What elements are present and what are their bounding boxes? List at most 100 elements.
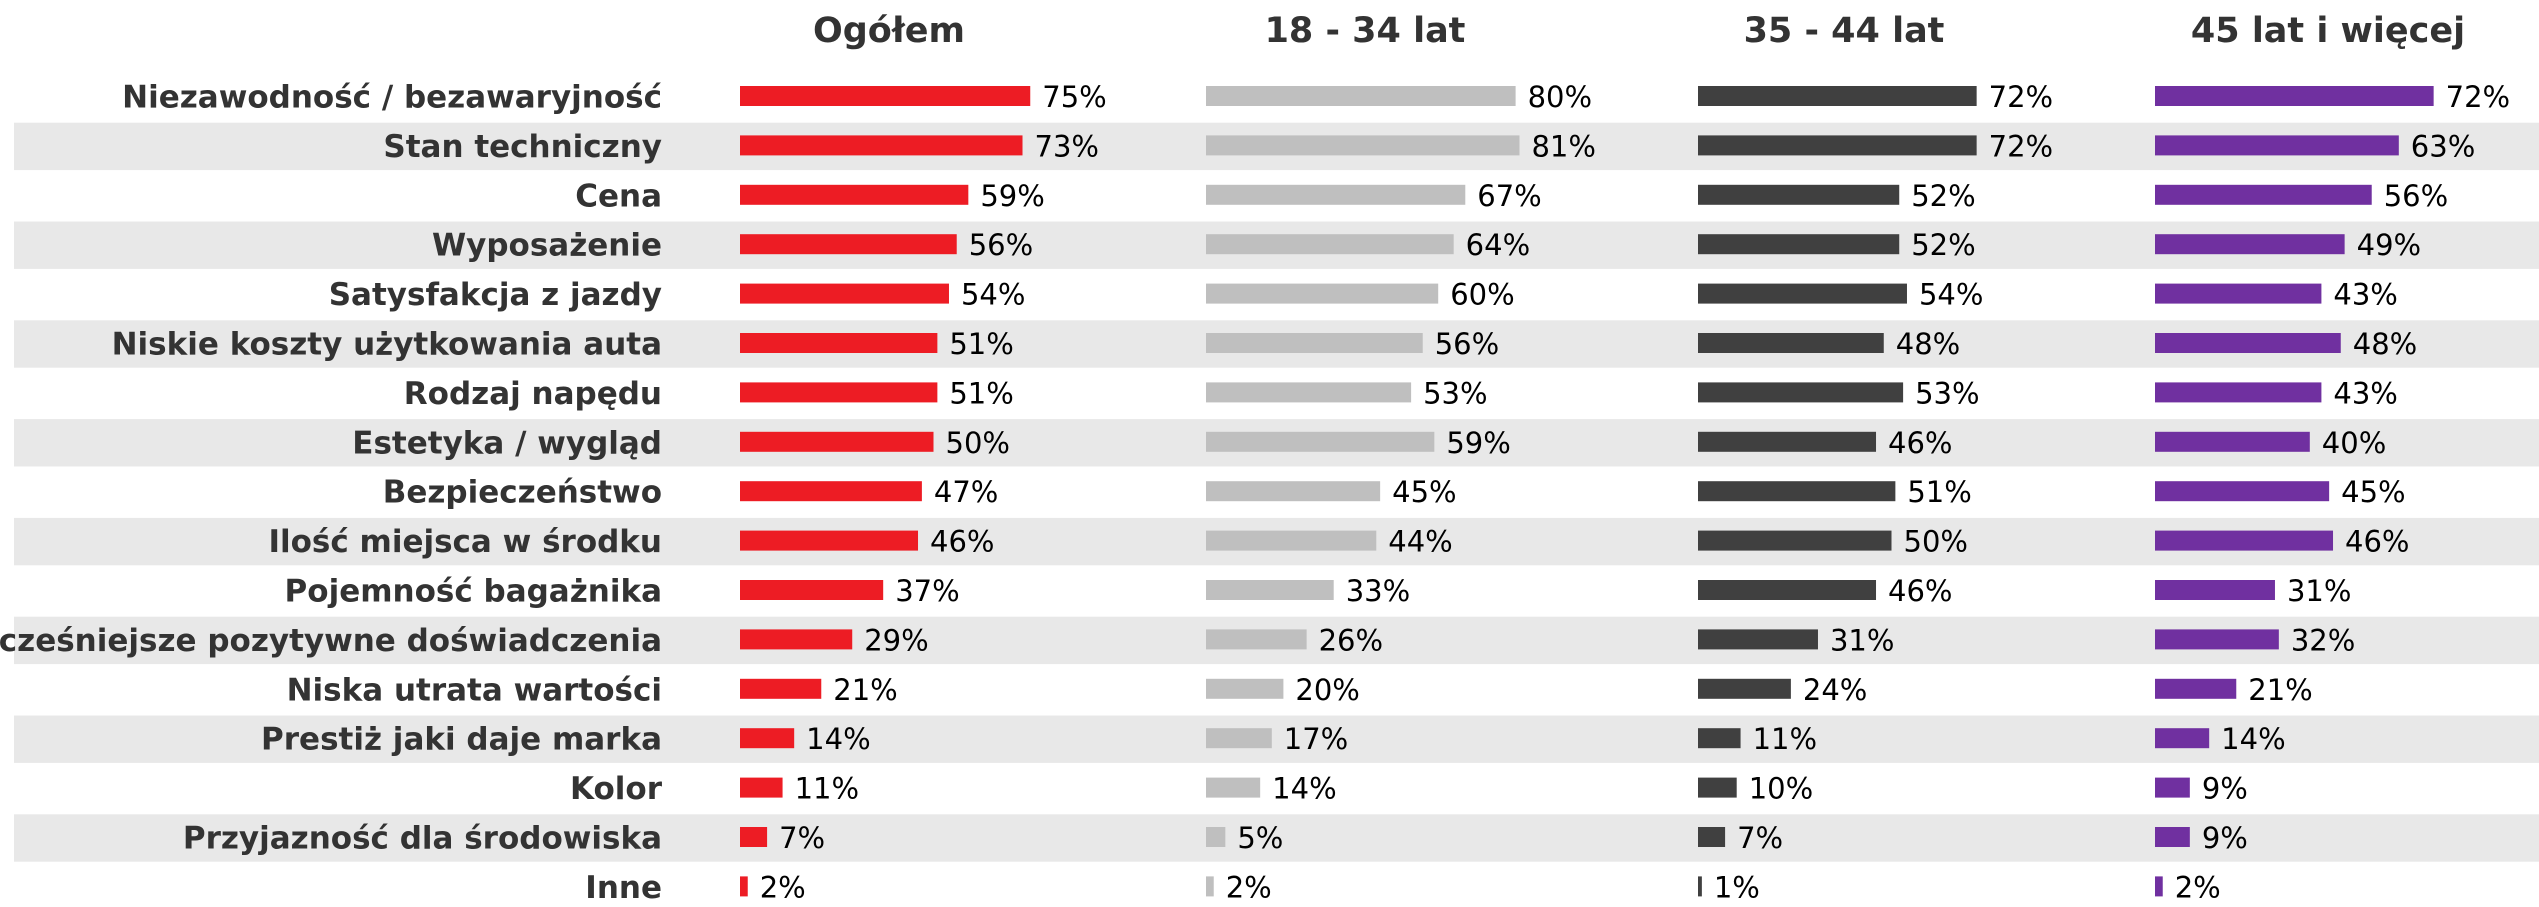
value-label: 21% bbox=[833, 673, 897, 707]
bar bbox=[740, 184, 969, 205]
value-label: 2% bbox=[1226, 870, 1272, 903]
bar bbox=[2155, 184, 2372, 205]
value-label: 52% bbox=[1911, 228, 1975, 262]
value-label: 59% bbox=[980, 179, 1044, 213]
value-label: 31% bbox=[2287, 574, 2351, 608]
bar bbox=[1698, 777, 1737, 798]
bar bbox=[1206, 580, 1334, 600]
bar bbox=[740, 431, 934, 452]
bar bbox=[740, 382, 938, 403]
bar bbox=[2155, 777, 2190, 798]
bar bbox=[2155, 86, 2434, 106]
category-label: Wcześniejsze pozytywne doświadczenia bbox=[0, 623, 662, 659]
value-label: 14% bbox=[806, 722, 870, 756]
bar bbox=[1206, 382, 1412, 403]
bar bbox=[2155, 234, 2345, 255]
category-label: Prestiż jaki daje marka bbox=[261, 722, 662, 758]
panel-title: Ogółem bbox=[813, 11, 965, 51]
bar bbox=[2155, 382, 2322, 403]
value-label: 59% bbox=[1446, 426, 1510, 460]
bar bbox=[740, 283, 949, 304]
value-label: 46% bbox=[1888, 426, 1952, 460]
value-label: 9% bbox=[2202, 772, 2248, 806]
value-label: 44% bbox=[1388, 525, 1452, 559]
value-label: 50% bbox=[1904, 525, 1968, 559]
bar bbox=[1206, 234, 1454, 255]
value-label: 64% bbox=[1466, 228, 1530, 262]
category-label: Pojemność bagażnika bbox=[285, 574, 662, 610]
value-label: 9% bbox=[2202, 821, 2248, 855]
bar bbox=[1206, 876, 1214, 897]
row-stripe bbox=[14, 814, 2539, 862]
bar bbox=[2155, 876, 2163, 897]
panel-title: 35 - 44 lat bbox=[1744, 11, 1945, 51]
bar bbox=[1206, 481, 1381, 502]
value-label: 43% bbox=[2333, 376, 2397, 410]
bar bbox=[740, 481, 922, 502]
bar bbox=[1206, 283, 1439, 304]
panel-title: 18 - 34 lat bbox=[1265, 11, 1466, 51]
category-label: Przyjazność dla środowiska bbox=[183, 821, 662, 857]
bar bbox=[2155, 678, 2237, 699]
bar bbox=[1206, 431, 1435, 452]
bar bbox=[2155, 333, 2341, 353]
value-label: 32% bbox=[2291, 623, 2355, 657]
bar bbox=[1206, 333, 1423, 353]
bar bbox=[1698, 431, 1877, 452]
value-label: 24% bbox=[1803, 673, 1867, 707]
category-label: Bezpieczeństwo bbox=[383, 475, 662, 511]
bar bbox=[740, 827, 768, 847]
value-label: 5% bbox=[1237, 821, 1283, 855]
bar bbox=[1698, 530, 1892, 551]
value-label: 81% bbox=[1531, 129, 1595, 163]
value-label: 51% bbox=[1907, 475, 1971, 509]
value-label: 7% bbox=[779, 821, 825, 855]
value-label: 56% bbox=[1435, 327, 1499, 361]
value-label: 26% bbox=[1319, 623, 1383, 657]
value-label: 50% bbox=[946, 426, 1010, 460]
bar bbox=[2155, 580, 2275, 600]
value-label: 2% bbox=[760, 870, 806, 903]
bar bbox=[740, 629, 853, 650]
value-label: 51% bbox=[949, 327, 1013, 361]
row-stripe bbox=[14, 715, 2539, 763]
value-label: 17% bbox=[1284, 722, 1348, 756]
bar bbox=[1698, 382, 1904, 403]
bar bbox=[740, 580, 884, 600]
value-label: 48% bbox=[2353, 327, 2417, 361]
value-label: 11% bbox=[1753, 722, 1817, 756]
category-label: Kolor bbox=[570, 771, 663, 807]
value-label: 11% bbox=[795, 772, 859, 806]
bar bbox=[2155, 629, 2279, 650]
value-label: 60% bbox=[1450, 278, 1514, 312]
value-label: 72% bbox=[2446, 80, 2510, 114]
bar bbox=[1698, 580, 1877, 600]
value-label: 29% bbox=[864, 623, 928, 657]
category-label: Wyposażenie bbox=[432, 228, 662, 264]
category-label: Niskie koszty użytkowania auta bbox=[112, 327, 662, 363]
value-label: 53% bbox=[1915, 376, 1979, 410]
bar bbox=[740, 530, 919, 551]
value-label: 33% bbox=[1346, 574, 1410, 608]
bar bbox=[1206, 827, 1226, 847]
bar bbox=[1698, 876, 1702, 897]
value-label: 14% bbox=[2221, 722, 2285, 756]
category-label: Satysfakcja z jazdy bbox=[329, 277, 662, 313]
value-label: 67% bbox=[1477, 179, 1541, 213]
category-label: Estetyka / wygląd bbox=[352, 425, 662, 461]
value-label: 54% bbox=[1919, 278, 1983, 312]
value-label: 45% bbox=[1392, 475, 1456, 509]
value-label: 45% bbox=[2341, 475, 2405, 509]
bar bbox=[740, 728, 795, 749]
value-label: 43% bbox=[2333, 278, 2397, 312]
bar bbox=[1206, 728, 1272, 749]
bar bbox=[1698, 283, 1907, 304]
value-label: 49% bbox=[2357, 228, 2421, 262]
value-label: 37% bbox=[895, 574, 959, 608]
value-label: 75% bbox=[1042, 80, 1106, 114]
category-label: Rodzaj napędu bbox=[404, 376, 662, 412]
value-label: 53% bbox=[1423, 376, 1487, 410]
value-label: 54% bbox=[961, 278, 1025, 312]
bar bbox=[1206, 678, 1284, 699]
value-label: 48% bbox=[1896, 327, 1960, 361]
